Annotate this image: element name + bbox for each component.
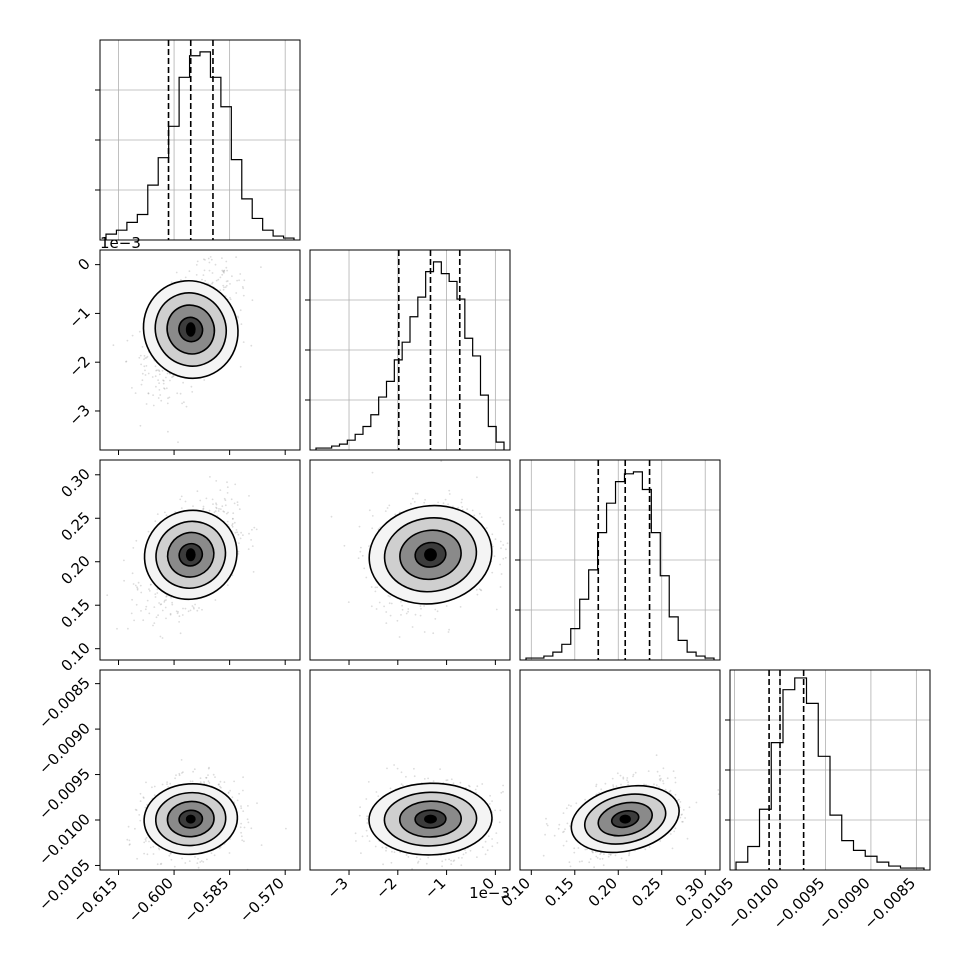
- panel-frame: [519, 669, 721, 871]
- histogram-step: [105, 51, 295, 240]
- panel-frame: [99, 39, 301, 241]
- histogram-step: [735, 677, 925, 870]
- x-tick-label: −0.585: [180, 874, 232, 926]
- panel-1-1: [305, 249, 511, 451]
- x-tick-label: −3: [323, 874, 351, 902]
- density-peak: [185, 548, 196, 562]
- density-peak: [619, 814, 631, 824]
- x-tick-label: 0.20: [585, 874, 621, 910]
- x-tick-label: −0.600: [125, 874, 177, 926]
- y-tick-label: −2: [65, 352, 93, 380]
- x-tick-label: 0.25: [628, 874, 664, 910]
- y-tick-label: 0.20: [57, 552, 93, 588]
- panel-1-0: −3 −2 −1 0: [65, 249, 301, 455]
- x-tick-label: 0.15: [541, 874, 577, 910]
- x-tick-label: −2: [372, 874, 400, 902]
- panel-frame: [309, 249, 511, 451]
- y-tick-label: 0: [74, 255, 93, 274]
- panel-3-0: −0.0105−0.0100−0.0095−0.0090−0.0085−0.61…: [35, 669, 301, 926]
- y-tick-label: 0.25: [57, 508, 93, 544]
- x-tick-label: −1: [421, 874, 449, 902]
- panel-2-2: [515, 459, 721, 661]
- x-tick-label: −0.570: [236, 874, 288, 926]
- panel-frame: [99, 459, 301, 661]
- histogram-step: [315, 261, 505, 450]
- panel-3-2: 0.10 0.15 0.20 0.25 0.30: [498, 669, 721, 910]
- density-peak: [185, 322, 196, 337]
- y-offset-label: 1e−3: [100, 234, 141, 252]
- panel-frame: [309, 459, 511, 661]
- y-tick-label: 0.10: [57, 639, 93, 675]
- panel-frame: [99, 249, 301, 451]
- y-tick-label: 0.30: [57, 465, 93, 501]
- y-tick-label: −1: [65, 304, 93, 332]
- panel-3-1: −3 −2 −1 0: [309, 669, 511, 902]
- panel-frame: [729, 669, 931, 871]
- density-peak: [424, 814, 437, 824]
- panel-2-1: [309, 459, 511, 665]
- y-tick-label: 0.15: [57, 595, 93, 631]
- y-tick-label: −3: [65, 401, 93, 429]
- panel-frame: [99, 669, 301, 871]
- density-peak: [185, 814, 196, 824]
- panel-0-0: [95, 39, 301, 241]
- x-offset-label: 1e−3: [469, 884, 510, 902]
- panel-frame: [309, 669, 511, 871]
- panel-2-0: 0.10 0.15 0.20 0.25 0.30: [57, 459, 301, 675]
- density-peak: [424, 548, 437, 562]
- panel-frame: [519, 459, 721, 661]
